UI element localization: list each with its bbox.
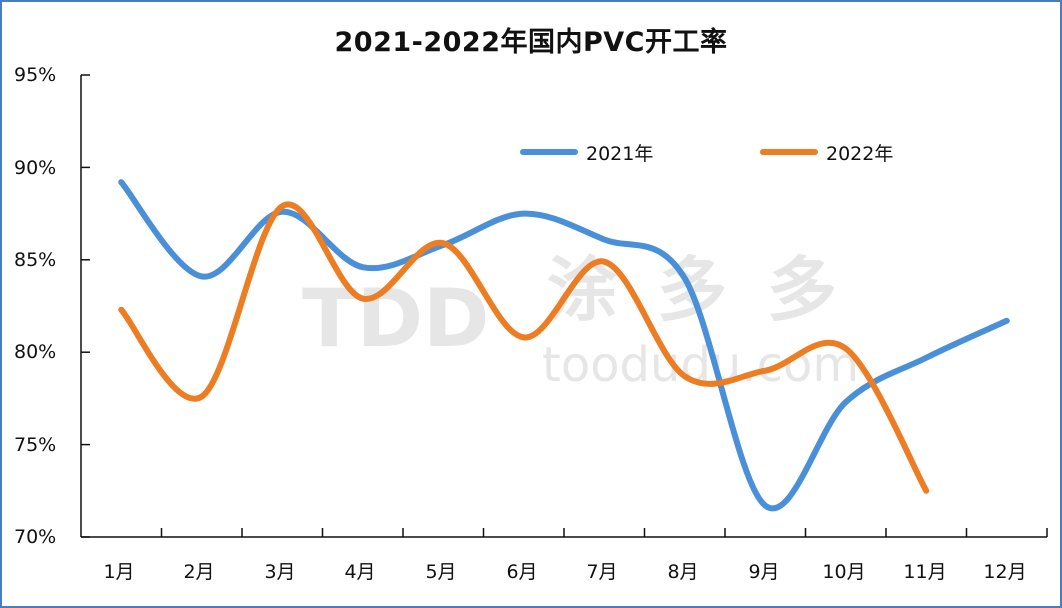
x-tick-label: 8月 (667, 561, 699, 583)
x-tick-label: 10月 (822, 561, 866, 583)
y-tick-label: 70% (14, 526, 57, 548)
y-tick-label: 85% (14, 249, 57, 271)
x-tick-label: 9月 (748, 561, 780, 583)
y-tick-label: 95% (14, 64, 57, 86)
x-tick-label: 11月 (903, 561, 947, 583)
series-line-2021 (118, 179, 1010, 512)
y-tick-label: 75% (14, 434, 57, 456)
legend-label-2022: 2022年 (826, 143, 894, 165)
x-tick-label: 2月 (183, 561, 215, 583)
axes (80, 74, 1048, 538)
legend-label-2021: 2021年 (586, 143, 654, 165)
chart-title: 2021-2022年国内PVC开工率 (334, 27, 728, 58)
legend-swatch-2022 (760, 149, 818, 155)
x-tick-label: 3月 (264, 561, 296, 583)
y-tick-label: 80% (14, 341, 57, 363)
x-tick-label: 6月 (506, 561, 538, 583)
x-tick-label: 1月 (103, 561, 135, 583)
x-tick-label: 4月 (344, 561, 376, 583)
y-tick-label: 90% (14, 157, 57, 179)
x-tick-label: 7月 (586, 561, 618, 583)
x-tick-label: 5月 (425, 561, 457, 583)
x-tick-label: 12月 (983, 561, 1027, 583)
series-line-2022 (118, 201, 930, 494)
legend-swatch-2021 (520, 149, 578, 155)
